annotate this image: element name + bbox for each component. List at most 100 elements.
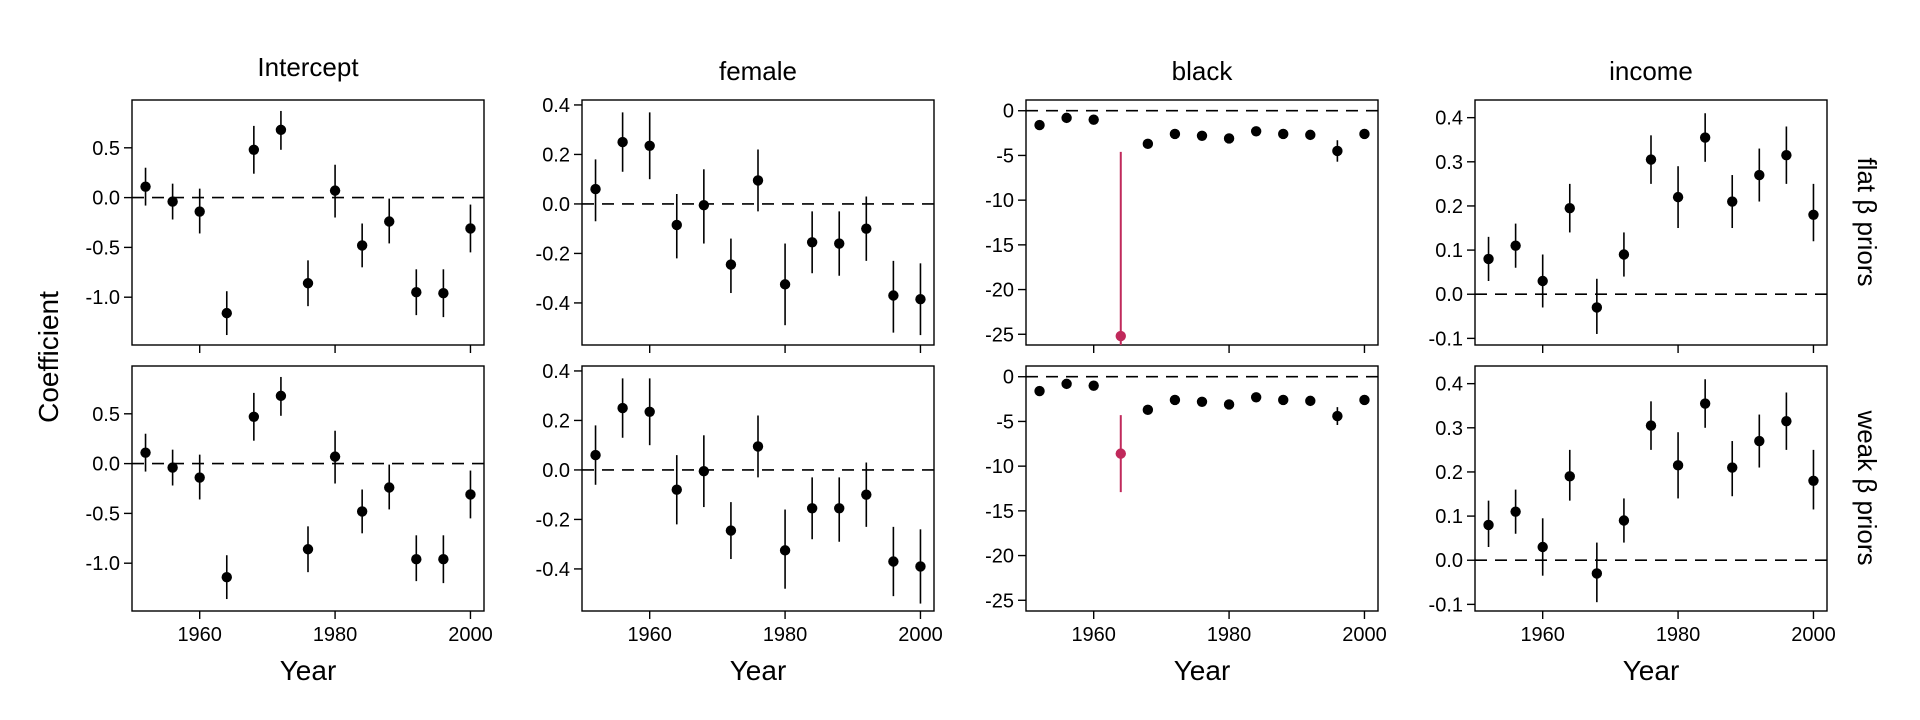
data-point: [356, 506, 368, 517]
data-point: [698, 199, 710, 211]
data-point: [140, 181, 151, 192]
data-point: [275, 390, 287, 402]
data-point: [1332, 410, 1343, 422]
data-point: [1564, 471, 1575, 482]
data-point: [248, 144, 260, 155]
data-point: [275, 124, 287, 136]
data-point: [671, 484, 682, 495]
y-tick-label: -15: [985, 501, 1014, 523]
data-point: [725, 259, 737, 270]
data-point: [1061, 378, 1072, 390]
y-tick-label: -0.1: [1429, 328, 1463, 350]
data-point: [1781, 149, 1792, 161]
data-point: [1223, 399, 1235, 410]
y-tick-label: -20: [985, 546, 1014, 568]
data-point: [1754, 435, 1765, 447]
y-tick-label: -0.5: [86, 503, 120, 525]
x-tick-label: 1960: [177, 624, 222, 646]
y-tick-label: 0.3: [1435, 418, 1463, 440]
y-tick-label: -5: [996, 411, 1014, 433]
panel-black-weak: 0 -5 -10 -15 -20 -25 1960 1980 2000: [985, 365, 1387, 646]
data-point: [1359, 394, 1370, 406]
data-point: [1142, 138, 1154, 150]
y-tick-label: 0.0: [92, 454, 120, 476]
column-title-female: female: [719, 56, 797, 86]
data-point: [644, 406, 655, 417]
y-tick-label: 0.2: [1435, 196, 1463, 218]
row-title-weak-priors: weak β priors: [1852, 409, 1882, 565]
data-point: [888, 556, 899, 567]
data-point: [1727, 462, 1738, 473]
data-point: [356, 240, 368, 251]
y-tick-label: 0.4: [1435, 108, 1463, 130]
x-tick-label: 1960: [1520, 624, 1565, 646]
y-tick-label: 0.4: [1435, 374, 1463, 396]
data-point: [1564, 202, 1575, 214]
data-point: [1305, 129, 1316, 141]
data-point: [590, 449, 601, 461]
data-point: [698, 465, 710, 477]
y-tick-label: -0.5: [86, 237, 120, 259]
data-point: [329, 451, 341, 462]
data-point: [861, 489, 872, 500]
data-point: [1510, 506, 1521, 517]
data-point: [1034, 385, 1045, 397]
data-point: [752, 175, 764, 186]
y-tick-label: -0.2: [536, 509, 570, 531]
data-point: [221, 571, 232, 583]
y-tick-label: -0.4: [536, 559, 570, 581]
y-axis-title: Coefficient: [33, 291, 64, 423]
data-point: [248, 411, 260, 422]
data-point: [465, 223, 476, 234]
column-title-intercept: Intercept: [257, 52, 359, 82]
data-point: [1223, 133, 1235, 144]
data-point: [1537, 541, 1548, 553]
y-tick-label: -1.0: [86, 287, 120, 309]
data-point: [1196, 130, 1208, 141]
data-point: [1061, 112, 1072, 124]
data-point: [1250, 126, 1262, 137]
panel-black-flat: 0 -5 -10 -15 -20 -25: [985, 99, 1379, 353]
panels: 0.5 0.0 -0.5 -1.0 0.4 0.2 0.0 -0.2 -0.4 0 -5 -10 -15…: [86, 95, 1836, 646]
data-point: [302, 278, 314, 289]
data-point: [1305, 395, 1316, 407]
data-point: [915, 294, 926, 305]
data-point: [590, 183, 601, 195]
panel-income-weak: 0.4 0.3 0.2 0.1 0.0 -0.1 1960 1980 2000: [1429, 365, 1836, 646]
y-tick-label: -10: [985, 190, 1014, 212]
data-point: [411, 287, 422, 298]
data-point: [806, 503, 818, 514]
data-point: [167, 462, 178, 473]
panel-frame: [1474, 99, 1828, 346]
column-title-income: income: [1609, 56, 1693, 86]
y-tick-label: 0.0: [92, 188, 120, 210]
y-tick-label: -0.4: [536, 293, 570, 315]
data-point: [167, 196, 178, 207]
data-point: [1483, 519, 1494, 531]
x-tick-label: 2000: [1342, 624, 1387, 646]
data-point: [1618, 515, 1630, 526]
x-tick-label: 1980: [1207, 624, 1252, 646]
panel-frame: [131, 365, 485, 612]
data-point: [1278, 394, 1289, 406]
data-point: [329, 185, 341, 196]
data-point: [915, 561, 926, 572]
data-point: [1510, 240, 1521, 251]
x-tick-label: 1980: [313, 624, 358, 646]
panel-frame: [581, 99, 935, 346]
highlighted-point: [1115, 330, 1126, 342]
y-tick-label: 0.3: [1435, 152, 1463, 174]
data-point: [1483, 253, 1494, 265]
data-point: [725, 525, 737, 536]
y-tick-label: -5: [996, 145, 1014, 167]
y-tick-label: 0.0: [1435, 550, 1463, 572]
data-point: [1088, 114, 1099, 125]
panel-female-weak: 0.4 0.2 0.0 -0.2 -0.4 1960 1980 2000: [536, 361, 943, 646]
y-tick-label: 0.0: [1435, 284, 1463, 306]
panel-frame: [1025, 99, 1379, 346]
data-point: [1699, 398, 1711, 409]
data-point: [411, 554, 422, 565]
data-point: [1672, 460, 1684, 471]
data-point: [194, 206, 205, 217]
